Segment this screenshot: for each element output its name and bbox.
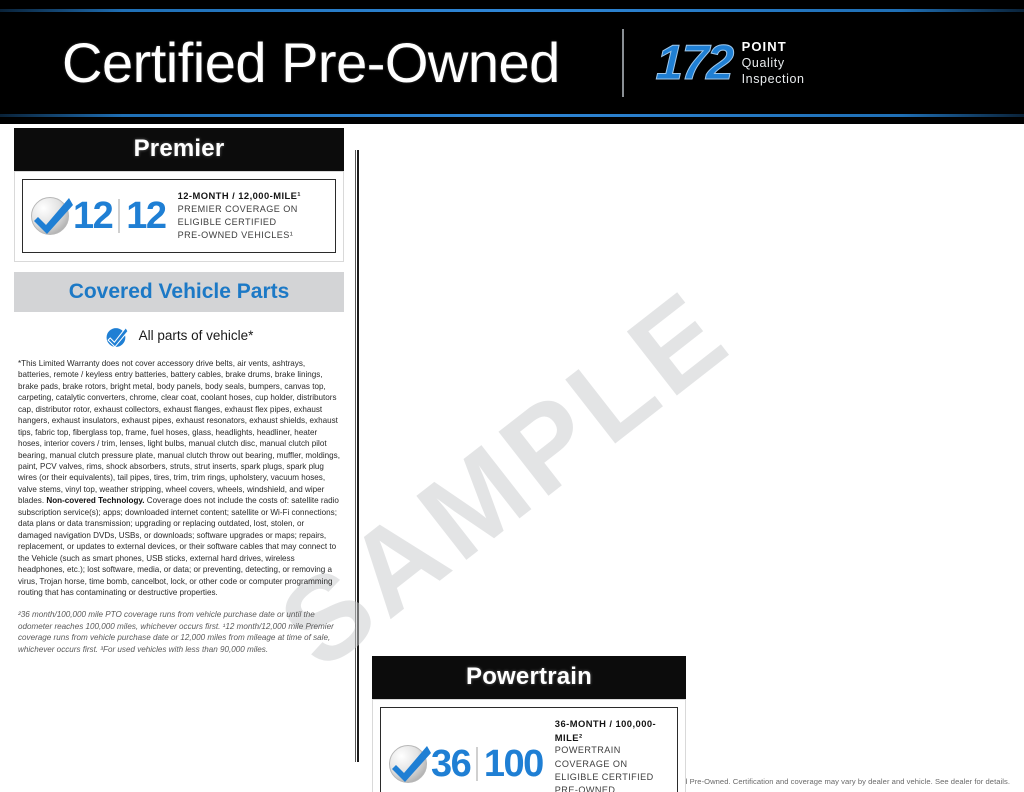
powertrain-number-separator [476, 746, 478, 781]
column-divider-1 [357, 150, 359, 762]
powertrain-miles: 100 [483, 742, 544, 785]
page-header: Certified Pre-Owned 172 POINT Quality In… [0, 0, 1024, 124]
section-header-covered-vehicle-parts: Covered Vehicle Parts [14, 271, 344, 312]
header-rule-top [0, 9, 1024, 12]
premier-copy-line2: PREMIER COVERAGE ON [177, 204, 298, 215]
powertrain-plan-title: Powertrain [372, 655, 686, 700]
header-divider [621, 29, 624, 97]
column-divider-2 [355, 150, 356, 762]
check-badge-icon [29, 195, 73, 237]
page-disclaimer: Disclaimer: Not all vehicles qualify as … [529, 777, 1010, 786]
premier-column: Premier 12 12 12-MONTH / 12,000-MILE¹ PR… [14, 128, 344, 656]
powertrain-coverage-box: 36 100 36-MONTH / 100,000-MILE² POWERTRA… [372, 699, 686, 792]
premier-copy-headline: 12-MONTH / 12,000-MILE¹ [177, 190, 301, 202]
powertrain-months: 36 [431, 742, 472, 785]
premier-fineprint: *This Limited Warranty does not cover ac… [18, 358, 340, 598]
premier-footnotes: ²36 month/100,000 mile PTO coverage runs… [18, 609, 334, 654]
badge-label-inspection: Inspection [741, 72, 805, 87]
page-body: SAMPLE Premier 12 12 [0, 128, 1024, 792]
check-badge-icon-small [105, 325, 129, 348]
powertrain-column: Powertrain 36 100 36-MONTH / 100,000-MIL… [372, 655, 686, 792]
premier-number-separator [118, 198, 121, 233]
premier-copy-line3: ELIGIBLE CERTIFIED [177, 217, 277, 228]
premier-plan-title: Premier [14, 128, 344, 172]
powertrain-copy-line2: POWERTRAIN COVERAGE ON [554, 745, 628, 769]
inspection-badge: 172 POINT Quality Inspection [654, 35, 805, 90]
premier-copy-line4: PRE-OWNED VEHICLES¹ [177, 230, 294, 241]
badge-label-point: POINT [741, 38, 787, 54]
powertrain-copy-headline: 36-MONTH / 100,000-MILE² [554, 718, 657, 743]
page-title: Certified Pre-Owned [62, 31, 560, 94]
inspection-point-count: 172 [654, 35, 733, 90]
powertrain-copy-line3: ELIGIBLE CERTIFIED [554, 771, 654, 782]
check-badge-icon [387, 743, 431, 785]
premier-miles: 12 [126, 194, 167, 237]
header-rule-bottom [0, 114, 1024, 117]
all-parts-label: All parts of vehicle* [138, 328, 254, 344]
powertrain-copy-line4: PRE-OWNED VEHICLES³ [554, 784, 616, 792]
all-parts-row: All parts of vehicle* [14, 312, 344, 358]
badge-label-quality: Quality [741, 55, 785, 70]
premier-coverage-box: 12 12 12-MONTH / 12,000-MILE¹ PREMIER CO… [14, 171, 344, 262]
premier-months: 12 [73, 194, 114, 237]
